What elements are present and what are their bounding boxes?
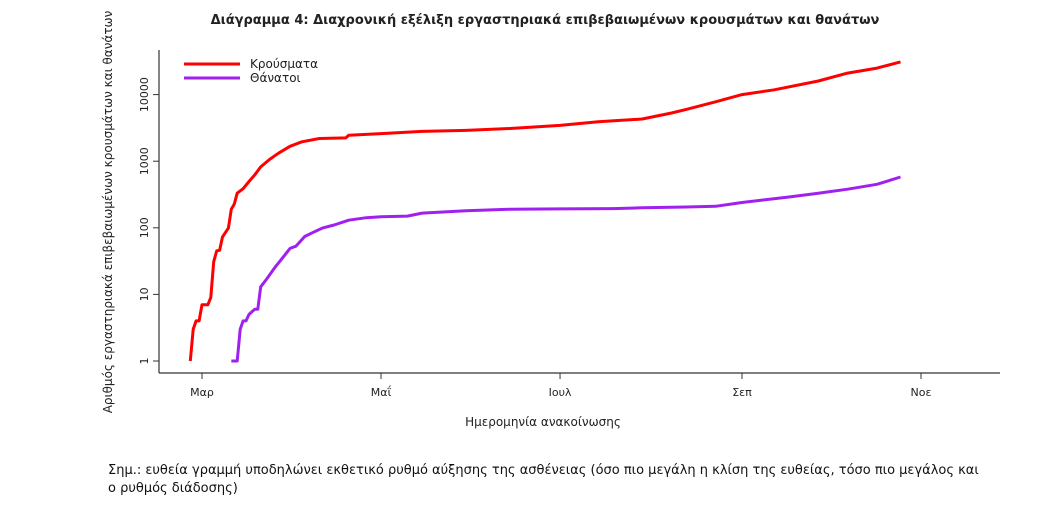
x-axis-label: Ημερομηνία ανακοίνωσης — [465, 415, 621, 429]
x-tick-label: Σεπ — [732, 386, 752, 399]
y-tick-label: 10 — [138, 287, 151, 301]
x-tick-label: Μαρ — [190, 386, 214, 399]
y-tick-label: 10000 — [138, 77, 151, 112]
x-tick-label: Μαΐ — [371, 385, 392, 399]
chart-note: Σημ.: ευθεία γραμμή υποδηλώνει εκθετικό … — [108, 463, 979, 496]
chart-title: Διάγραμμα 4: Διαχρονική εξέλιξη εργαστηρ… — [211, 13, 880, 28]
chart: Διάγραμμα 4: Διαχρονική εξέλιξη εργαστηρ… — [101, 10, 1000, 429]
y-tick-label: 1 — [138, 358, 151, 365]
y-tick-label: 100 — [138, 217, 151, 238]
deaths-line — [231, 175, 901, 363]
x-tick-label: Νοε — [911, 386, 932, 399]
legend-label-cases: Κρούσματα — [250, 57, 318, 71]
y-axis-label: Αριθμός εργαστηριακά επιβεβαιωμένων κρου… — [101, 10, 115, 413]
y-tick-label: 1000 — [138, 147, 151, 175]
x-tick-label: Ιουλ — [549, 386, 572, 399]
cases-line — [188, 60, 901, 362]
legend: Κρούσματα Θάνατοι — [184, 57, 318, 85]
legend-label-deaths: Θάνατοι — [250, 71, 301, 85]
